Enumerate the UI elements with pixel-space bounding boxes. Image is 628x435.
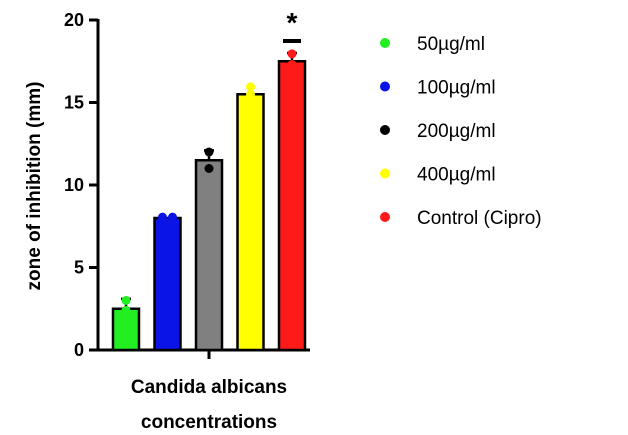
data-point [246,82,255,92]
legend-label: Control (Cipro) [417,208,542,229]
bar [236,93,265,352]
bar [153,216,182,352]
y-axis: 0 5 10 15 20 [64,10,100,360]
legend-marker [380,38,390,48]
legend: 50µg/ml 100µg/ml 200µg/ml 400µg/ml Control (… [380,34,542,229]
data-point [121,296,131,305]
data-point [158,212,167,222]
y-tick-label: 0 [74,340,84,360]
y-tick-label: 10 [64,175,84,195]
legend-marker [380,212,390,222]
legend-label: 100µg/ml [417,78,496,99]
y-tick-label: 5 [74,258,84,278]
y-tick-label: 20 [64,10,84,30]
x-axis-title-line-2: concentrations [141,412,277,433]
legend-marker [380,168,390,179]
bar [194,159,224,352]
significance-asterisk: * [287,7,298,38]
data-point [204,164,214,173]
bar [277,60,307,352]
legend-marker [380,125,390,135]
x-axis-title-line-1: Candida albicans [131,377,287,398]
legend-label: 200µg/ml [417,121,496,142]
legend-label: 50µg/ml [417,34,485,55]
x-axis [96,348,310,359]
legend-marker [380,81,390,92]
bar [111,307,141,352]
y-axis-title: zone of inhibition (mm) [24,82,45,291]
data-point [168,212,177,222]
bars [111,39,307,352]
y-tick-label: 15 [64,93,84,113]
data-point [121,305,131,315]
data-point [287,60,297,70]
data-points [121,49,297,315]
legend-label: 400µg/ml [417,165,496,186]
data-point [204,147,214,157]
data-point [287,49,297,59]
data-point [246,89,255,99]
